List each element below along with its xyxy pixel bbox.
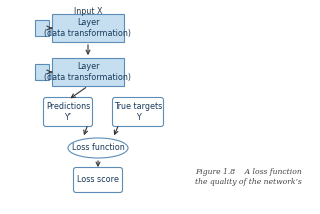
- FancyBboxPatch shape: [44, 98, 92, 126]
- FancyBboxPatch shape: [74, 168, 123, 193]
- Text: Layer
(data transformation): Layer (data transformation): [44, 18, 132, 38]
- Text: Input X: Input X: [74, 7, 102, 16]
- Text: Loss score: Loss score: [77, 175, 119, 184]
- Text: Figure 1.8    A loss function
the quality of the network’s: Figure 1.8 A loss function the quality o…: [195, 168, 302, 186]
- Text: Layer
(data transformation): Layer (data transformation): [44, 62, 132, 82]
- Text: True targets
Y: True targets Y: [114, 102, 162, 122]
- Text: Predictions
Y’: Predictions Y’: [46, 102, 90, 122]
- FancyBboxPatch shape: [35, 64, 49, 80]
- FancyBboxPatch shape: [35, 20, 49, 36]
- FancyBboxPatch shape: [52, 58, 124, 86]
- Text: Loss function: Loss function: [72, 144, 124, 153]
- FancyBboxPatch shape: [113, 98, 164, 126]
- Ellipse shape: [68, 138, 128, 158]
- FancyBboxPatch shape: [52, 14, 124, 42]
